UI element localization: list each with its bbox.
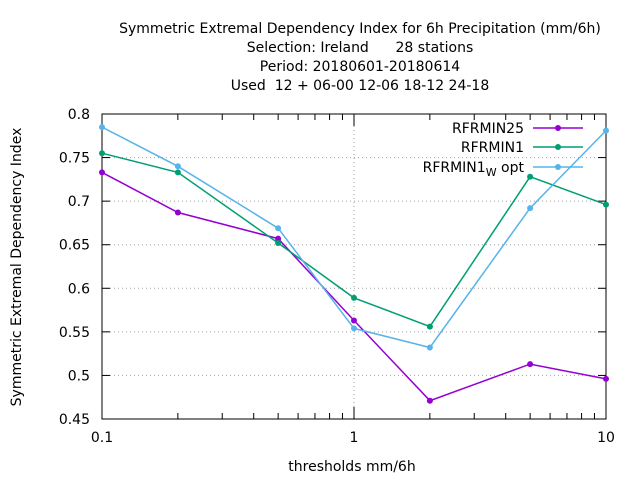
data-point <box>426 344 433 351</box>
data-point <box>351 317 357 324</box>
data-point <box>527 361 534 368</box>
y-axis-label: Symmetric Extremal Dependency Index <box>9 128 25 407</box>
title-line-1: Symmetric Extremal Dependency Index for … <box>119 21 601 37</box>
axis-ticks: 0.45 0.5 0.55 0.6 0.65 0.7 0.75 0.8 0.1 1 10 <box>59 107 615 446</box>
data-point <box>174 169 181 176</box>
x-tick-label: 1 <box>350 430 359 446</box>
legend-label-3: RFRMIN1W opt <box>423 160 525 179</box>
legend: RFRMIN25 RFRMIN1 RFRMIN1W opt <box>423 121 583 179</box>
data-point <box>426 323 433 330</box>
data-point <box>603 375 609 382</box>
title-line-3: Period: 20180601-20180614 <box>260 59 460 75</box>
data-point <box>275 235 282 242</box>
data-point <box>99 150 105 157</box>
y-tick-label: 0.55 <box>59 325 90 341</box>
legend-marker-1 <box>555 125 561 131</box>
x-tick-label: 0.1 <box>91 430 113 446</box>
y-tick-label: 0.7 <box>68 194 90 210</box>
legend-label-2: RFRMIN1 <box>461 140 524 156</box>
series <box>99 124 609 404</box>
y-tick-label: 0.75 <box>59 151 90 167</box>
title-line-2: Selection: Ireland 28 stations <box>247 40 474 56</box>
legend-label-1: RFRMIN25 <box>452 121 524 137</box>
x-axis-label: thresholds mm/6h <box>288 459 415 475</box>
legend-marker-2 <box>555 144 561 150</box>
data-point <box>351 325 357 332</box>
legend-marker-3 <box>555 164 561 170</box>
y-tick-label: 0.5 <box>68 368 90 384</box>
y-tick-label: 0.8 <box>68 107 90 123</box>
y-tick-label: 0.6 <box>68 281 90 297</box>
x-tick-label: 10 <box>597 430 615 446</box>
y-tick-label: 0.65 <box>59 238 90 254</box>
title-line-4: Used 12 + 06-00 12-06 18-12 24-18 <box>231 78 489 94</box>
data-point <box>603 201 609 208</box>
data-point <box>174 209 181 216</box>
data-point <box>174 163 181 170</box>
data-point <box>275 240 282 246</box>
data-point <box>275 225 282 232</box>
data-point <box>426 397 433 404</box>
data-point <box>99 124 105 131</box>
data-point <box>99 169 105 176</box>
grid <box>102 114 606 419</box>
data-point <box>351 294 357 301</box>
data-point <box>603 127 609 134</box>
data-point <box>527 205 534 212</box>
y-tick-label: 0.45 <box>59 412 90 428</box>
data-point <box>527 173 534 180</box>
chart-title: Symmetric Extremal Dependency Index for … <box>119 21 601 94</box>
